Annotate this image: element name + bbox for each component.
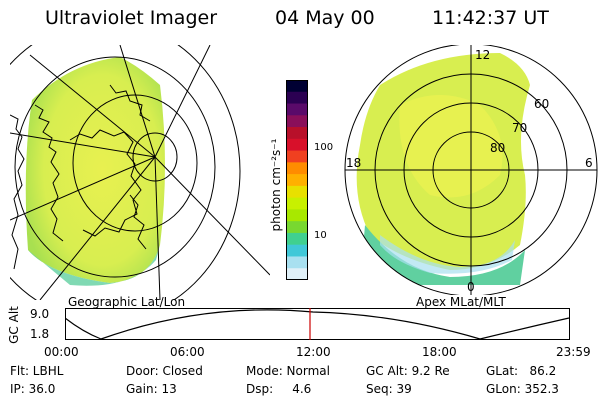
status-dsp: Dsp: 4.6	[246, 382, 312, 396]
altitude-ytick-high: 9.0	[30, 307, 50, 321]
colorbar-band	[286, 197, 308, 210]
colorbar-scale	[286, 80, 308, 280]
colorbar-band	[286, 256, 308, 269]
colorbar-band	[286, 209, 308, 222]
instrument-title: Ultraviolet Imager	[45, 7, 218, 29]
colorbar-band	[286, 91, 308, 105]
apex-map-caption: Apex MLat/MLT	[416, 295, 506, 309]
colorbar-band	[286, 174, 308, 187]
colorbar-band	[286, 268, 308, 280]
xtick-2359: 23:59	[556, 345, 591, 359]
colorbar-band	[286, 115, 308, 128]
coastlines	[34, 84, 151, 250]
apex-polar-map: 12 18 6 0 60 70 80	[344, 45, 598, 295]
status-seq: Seq: 39	[366, 382, 412, 396]
colorbar-band	[286, 244, 308, 257]
colorbar-tick-100: 100	[314, 142, 334, 153]
xtick-0600: 06:00	[170, 345, 205, 359]
mlt-0-label: 0	[467, 280, 475, 294]
colorbar-band	[286, 127, 308, 140]
colorbar-band	[286, 103, 308, 116]
colorbar-tick-10: 10	[314, 230, 327, 241]
status-glon: GLon: 352.3	[486, 382, 559, 396]
xtick-1800: 18:00	[422, 345, 457, 359]
date-label: 04 May 00	[275, 7, 375, 29]
mlt-6-label: 6	[585, 156, 593, 170]
altitude-ytick-low: 1.8	[30, 327, 50, 341]
altitude-ylabel: GC Alt	[7, 306, 21, 344]
lat-60-label: 60	[534, 97, 549, 111]
status-gcalt: GC Alt: 9.2 Re	[366, 364, 450, 378]
colorbar-unit-label: photon cm⁻²s⁻¹	[269, 138, 283, 232]
lat-70-label: 70	[512, 121, 527, 135]
mlt-12-label: 12	[475, 48, 490, 62]
status-door: Door: Closed	[126, 364, 203, 378]
status-glat: GLat: 86.2	[486, 364, 557, 378]
altitude-curve	[65, 309, 570, 340]
altitude-plot	[65, 308, 570, 340]
colorbar-band	[286, 138, 308, 152]
xtick-1200: 12:00	[296, 345, 331, 359]
colorbar-band	[286, 185, 308, 199]
time-label: 11:42:37 UT	[432, 7, 549, 29]
geographic-map	[10, 45, 270, 300]
xtick-0000: 00:00	[44, 345, 79, 359]
lat-80-label: 80	[490, 141, 505, 155]
mlt-18-label: 18	[346, 156, 361, 170]
colorbar-band	[286, 162, 308, 175]
colorbar-band	[286, 80, 308, 93]
colorbar-band	[286, 150, 308, 163]
colorbar-band	[286, 232, 308, 246]
geo-aurora-region	[25, 57, 165, 283]
status-ip: IP: 36.0	[10, 382, 56, 396]
status-mode: Mode: Normal	[246, 364, 330, 378]
status-flt: Flt: LBHL	[10, 364, 64, 378]
status-gain: Gain: 13	[126, 382, 177, 396]
geo-map-caption: Geographic Lat/Lon	[68, 295, 186, 309]
colorbar-band	[286, 221, 308, 234]
